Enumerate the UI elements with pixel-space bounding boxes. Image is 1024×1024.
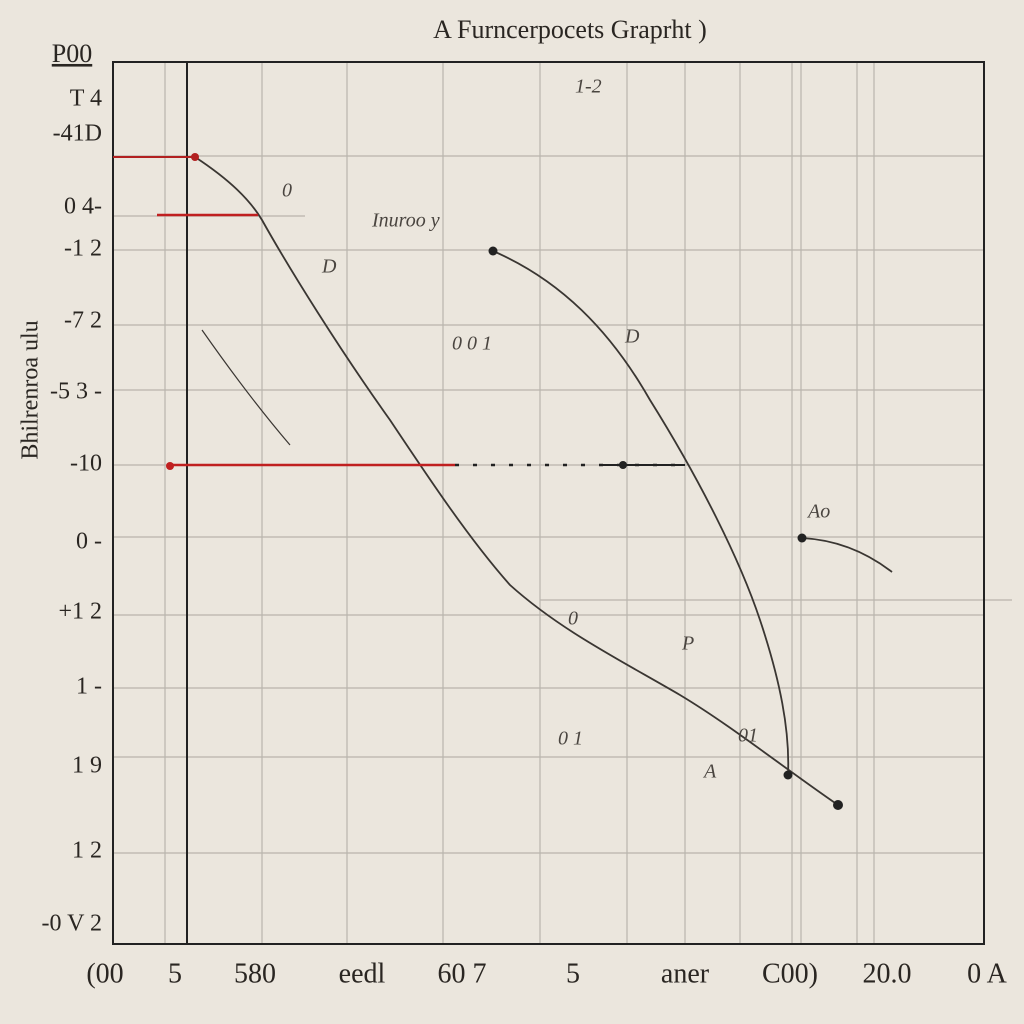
curves bbox=[194, 156, 893, 806]
grid bbox=[113, 62, 1012, 944]
y-label: -1 2 bbox=[64, 236, 102, 262]
annotation: Ao bbox=[806, 501, 830, 523]
annotation: 0 bbox=[282, 180, 292, 202]
annotation: Inuroo y bbox=[371, 210, 440, 232]
x-label: C00) bbox=[762, 958, 818, 989]
annotation: D bbox=[321, 256, 337, 278]
annotation: 0 1 bbox=[558, 728, 583, 750]
y-label: -7 2 bbox=[64, 308, 102, 334]
y-label: 0 - bbox=[76, 529, 102, 555]
curve bbox=[801, 537, 893, 573]
annotation: P bbox=[681, 633, 694, 655]
annotation: 01 bbox=[738, 725, 758, 747]
annotation: 1-2 bbox=[575, 76, 602, 98]
annotation: 0 bbox=[568, 608, 578, 630]
y-label: 1 - bbox=[76, 674, 102, 700]
y-label: -5 3 - bbox=[50, 379, 102, 405]
curve bbox=[492, 250, 790, 776]
highlight-lines bbox=[113, 156, 685, 467]
x-label: 20.0 bbox=[863, 958, 912, 989]
chart-title: A Furncerpocets Graprht ) bbox=[433, 15, 707, 44]
annotation: 0 0 1 bbox=[452, 333, 492, 355]
y-label: 0 4- bbox=[64, 194, 102, 220]
x-label: 0 A bbox=[967, 958, 1007, 989]
y-label: 1 9 bbox=[72, 753, 102, 779]
x-label: (00 bbox=[86, 958, 123, 989]
y-label: -10 bbox=[70, 451, 102, 477]
y-label: +1 2 bbox=[58, 599, 102, 625]
y-label: 1 2 bbox=[72, 838, 102, 864]
curve bbox=[194, 156, 839, 806]
y-label: T 4 bbox=[70, 86, 102, 112]
x-label: 5 bbox=[168, 958, 182, 989]
annotation: A bbox=[702, 761, 717, 783]
y-label: -41D bbox=[53, 121, 102, 147]
x-label: aner bbox=[661, 958, 710, 989]
y-axis-title: Bhilrenroa ulu bbox=[18, 320, 44, 459]
x-label: 580 bbox=[234, 958, 276, 989]
y-label: -0 V 2 bbox=[42, 911, 102, 937]
plot-frame bbox=[112, 61, 985, 945]
stroke bbox=[201, 329, 291, 446]
x-label: eedl bbox=[339, 958, 386, 989]
annotation: D bbox=[624, 326, 640, 348]
top-label: P00 bbox=[52, 39, 92, 68]
x-label: 5 bbox=[566, 958, 580, 989]
points bbox=[166, 153, 843, 810]
x-label: 60 7 bbox=[438, 958, 487, 989]
